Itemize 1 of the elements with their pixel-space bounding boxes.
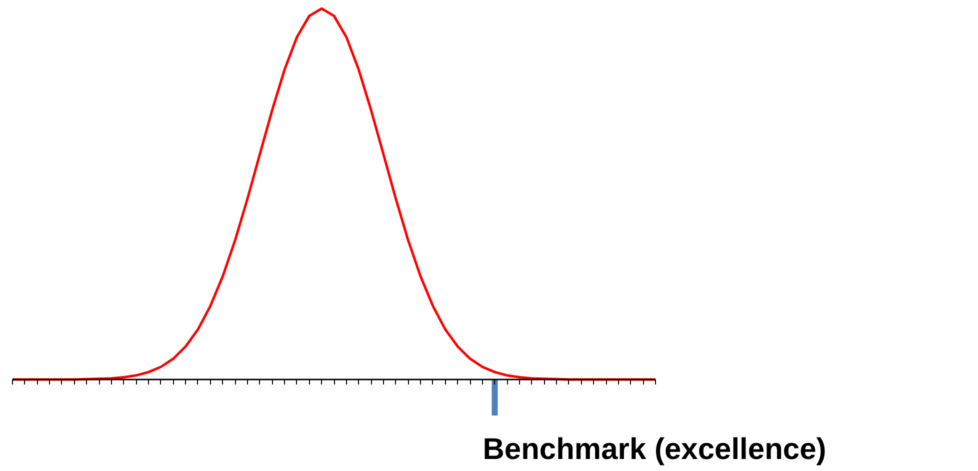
text: Benchmark (excellence) [482, 433, 826, 466]
